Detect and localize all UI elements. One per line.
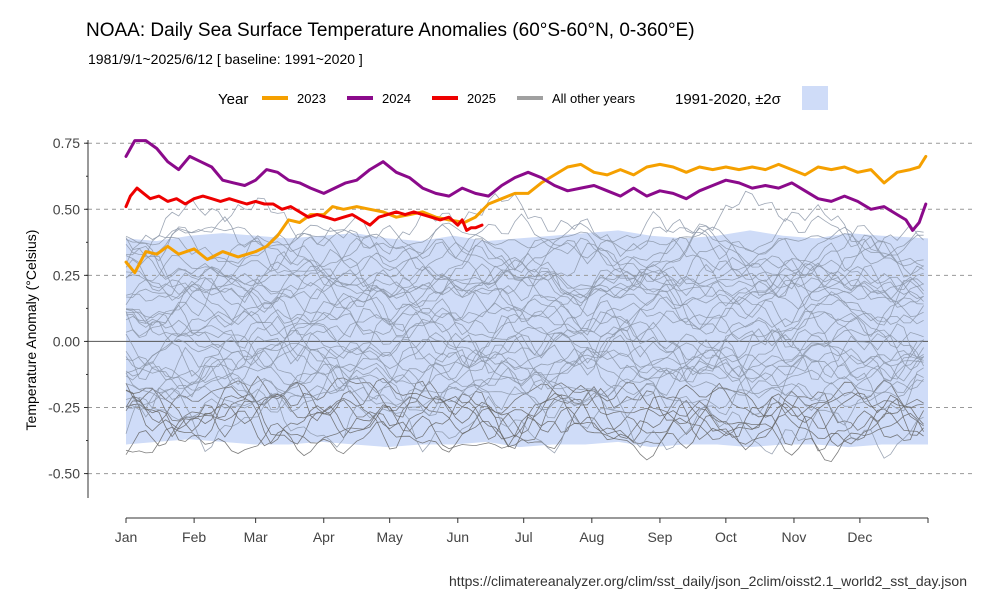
other-year-line	[125, 291, 924, 349]
y-axis-label: Temperature Anomaly (°Celsius)	[23, 230, 39, 431]
legend-band-label: 1991-2020, ±2σ	[675, 91, 782, 108]
x-tick-label: Jul	[515, 529, 533, 545]
legend-band-swatch	[802, 86, 828, 110]
x-tick-label: Aug	[579, 529, 604, 545]
other-year-line	[125, 268, 924, 300]
x-tick-label: Dec	[847, 529, 872, 545]
x-tick-label: Jun	[446, 529, 469, 545]
series-line-2023	[124, 154, 928, 275]
other-year-line	[125, 359, 924, 426]
y-tick-label: 0.25	[53, 267, 80, 283]
y-tick-label: -0.50	[48, 466, 80, 482]
other-year-line	[125, 296, 924, 339]
legend-label: 2023	[297, 91, 326, 106]
other-year-line	[125, 235, 924, 274]
axes: 0.75 0.50 0.25 0.00 -0.25 -0.50 Jan Feb Mar Apr Ma…	[48, 135, 929, 545]
other-year-line	[125, 263, 924, 337]
other-year-line	[125, 315, 924, 380]
other-years-layer	[125, 190, 924, 463]
source-url: https://climatereanalyzer.org/clim/sst_d…	[449, 573, 967, 589]
other-year-line	[125, 412, 924, 455]
other-year-line	[125, 380, 924, 446]
other-year-line	[125, 377, 924, 434]
other-year-line	[125, 266, 924, 310]
legend-label: All other years	[552, 91, 636, 106]
other-year-line	[125, 334, 924, 385]
other-year-line	[125, 319, 924, 371]
x-tick-label: May	[376, 529, 402, 545]
other-year-line	[125, 304, 924, 367]
other-year-line	[125, 346, 924, 418]
legend-title: Year	[218, 91, 248, 108]
other-year-line	[125, 224, 924, 273]
other-year-line	[125, 379, 924, 413]
other-year-line	[125, 235, 924, 291]
other-year-line	[125, 258, 924, 330]
other-year-line	[125, 302, 924, 349]
other-year-line	[125, 210, 924, 266]
other-year-line	[125, 369, 924, 400]
x-tick-label: Nov	[782, 529, 807, 545]
chart-title: NOAA: Daily Sea Surface Temperature Anom…	[86, 20, 695, 41]
chart-subtitle: 1981/9/1~2025/6/12 [ baseline: 1991~2020…	[88, 51, 363, 67]
x-tick-label: Jan	[115, 529, 138, 545]
series-line-2024	[124, 139, 928, 232]
legend: Year 2023 2024 2025 All other years 1991-2020…	[218, 86, 828, 110]
x-tick-label: Mar	[244, 529, 268, 545]
legend-label: 2025	[467, 91, 496, 106]
y-tick-label: -0.25	[48, 400, 80, 416]
other-year-line	[125, 353, 924, 389]
x-tick-label: Oct	[715, 529, 737, 545]
other-year-line	[125, 332, 924, 370]
other-year-line	[125, 263, 924, 309]
other-year-line	[125, 404, 924, 463]
gridlines	[88, 142, 975, 475]
y-tick-label: 0.50	[53, 201, 80, 217]
other-year-line	[125, 392, 924, 459]
series-line-2025	[124, 186, 484, 232]
x-tick-label: Feb	[182, 529, 206, 545]
other-year-line	[125, 390, 924, 451]
other-year-line	[125, 235, 924, 304]
other-year-line	[125, 325, 924, 386]
other-year-line	[125, 386, 924, 452]
y-tick-label: 0.00	[53, 333, 80, 349]
y-tick-label: 0.75	[53, 135, 80, 151]
legend-label: 2024	[382, 91, 411, 106]
other-year-line	[125, 254, 924, 299]
highlight-series-layer	[124, 139, 928, 275]
x-tick-label: Apr	[313, 529, 335, 545]
x-tick-label: Sep	[647, 529, 672, 545]
other-year-line	[125, 375, 924, 441]
other-year-line	[125, 190, 924, 258]
other-year-line	[125, 222, 924, 256]
